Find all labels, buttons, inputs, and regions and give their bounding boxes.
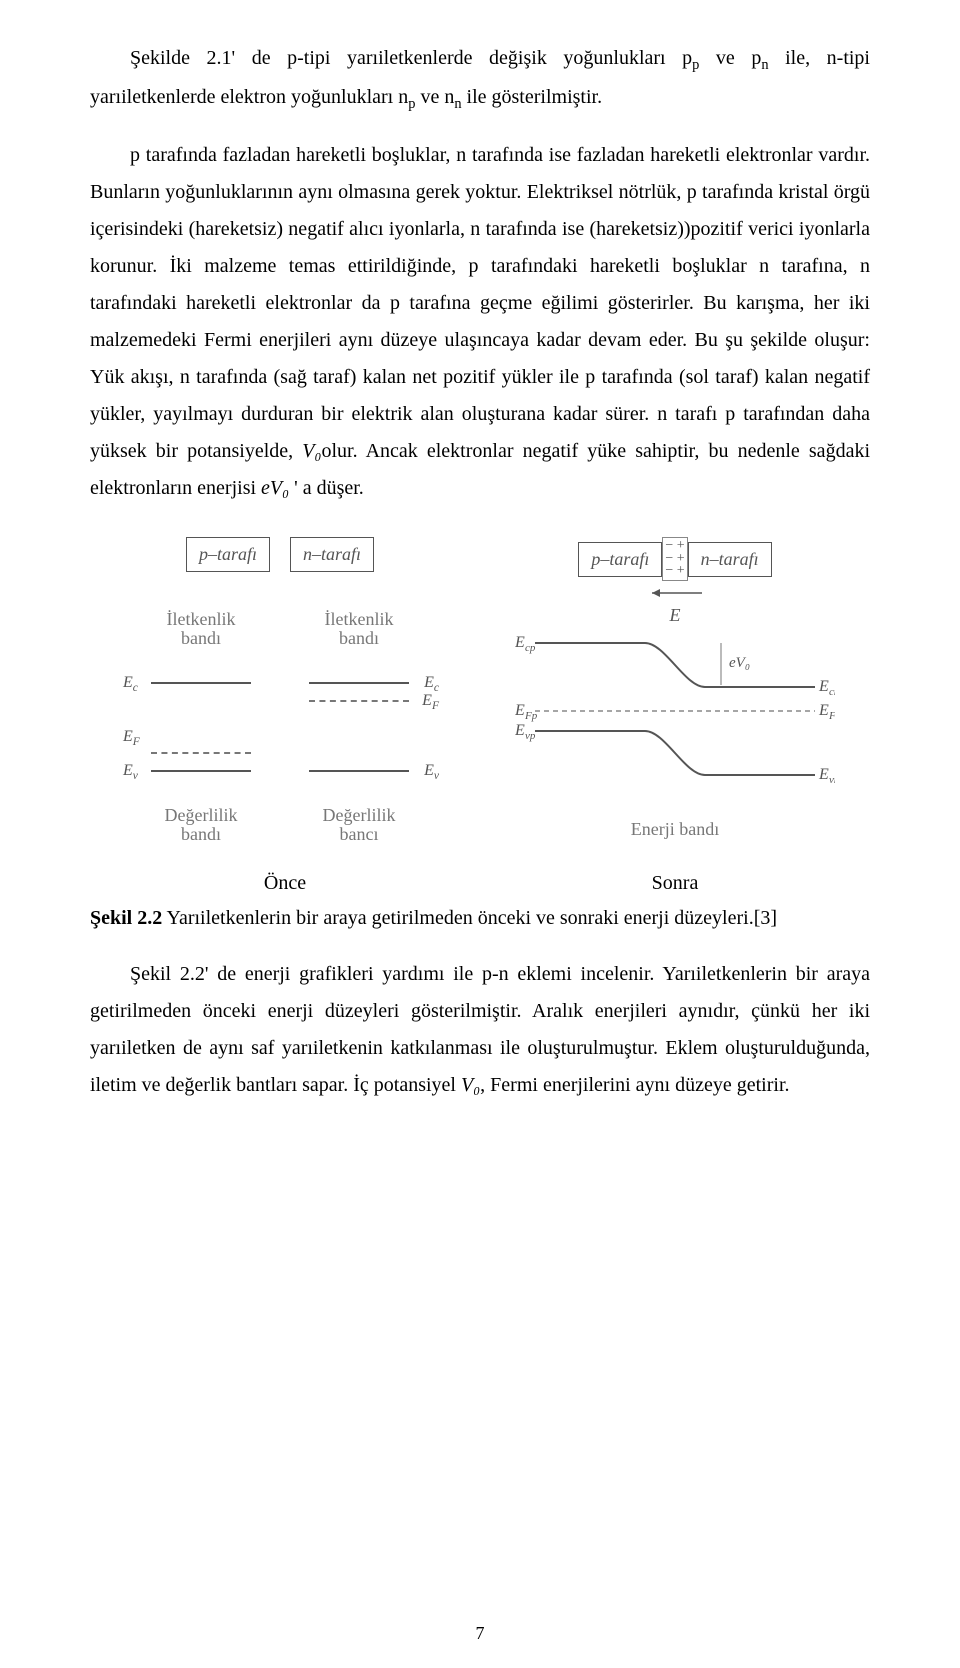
svg-text:E: E xyxy=(515,702,525,719)
svg-text:cn: cn xyxy=(829,686,835,698)
e-field-arrow: E xyxy=(505,585,845,613)
sym-ev-p: Ev xyxy=(123,762,138,782)
svg-text:vp: vp xyxy=(525,730,536,742)
caption-once: Önce xyxy=(110,872,461,895)
box-n-before: n–tarafı xyxy=(290,537,374,572)
bent-band-svg: eV₀ E cp E Fp E vp E cn E Fn E vn xyxy=(515,613,835,813)
diagram-after: p–tarafı − +− +− + n–tarafı E xyxy=(505,537,845,844)
svg-text:E: E xyxy=(818,766,829,783)
box-p-after: p–tarafı xyxy=(578,542,662,577)
sym-ef-p: EF xyxy=(123,728,140,748)
n-column: İletkenlikbandı Ec EF Ev Değerlilikbancı xyxy=(289,610,429,844)
sym-ev0-a: eV₀ xyxy=(261,477,289,499)
page-number: 7 xyxy=(0,1623,960,1644)
figure-caption: Şekil 2.2 Yarıiletkenlerin bir araya get… xyxy=(90,907,870,930)
svg-text:E: E xyxy=(818,678,829,695)
figcap-rest: Yarıiletkenlerin bir araya getirilmeden … xyxy=(162,907,777,929)
figcap-bold: Şekil 2.2 xyxy=(90,907,162,929)
box-p-before: p–tarafı xyxy=(186,537,270,572)
svg-text:vn: vn xyxy=(829,774,835,786)
diagram-before: p–tarafı n–tarafı İletkenlikbandı Ec EF … xyxy=(115,537,445,844)
sym-v0-a: V₀ xyxy=(302,440,321,462)
figure-2-2: p–tarafı n–tarafı İletkenlikbandı Ec EF … xyxy=(90,537,870,844)
label-enerji-bandi: Enerji bandı xyxy=(505,819,845,840)
junction-charges: − +− +− + xyxy=(662,537,687,581)
sym-v0-b: V₀ xyxy=(461,1074,480,1096)
svg-text:cp: cp xyxy=(525,642,536,654)
svg-text:eV₀: eV₀ xyxy=(729,655,750,671)
svg-text:Fp: Fp xyxy=(524,710,538,722)
paragraph-3: Şekil 2.2' de enerji grafikleri yardımı … xyxy=(90,956,870,1104)
p-column: İletkenlikbandı Ec EF Ev Değerlilikbandı xyxy=(131,610,271,844)
svg-text:E: E xyxy=(515,722,525,739)
sym-ev-n: Ev xyxy=(424,762,439,782)
sym-ec-p: Ec xyxy=(123,674,138,694)
paragraph-2: p tarafında fazladan hareketli boşluklar… xyxy=(90,137,870,507)
before-after-captions: Önce Sonra xyxy=(90,872,870,895)
label-iletkenlik-p: İletkenlikbandı xyxy=(167,610,236,654)
spacer-before xyxy=(115,576,445,604)
sym-ef-n: EF xyxy=(422,692,439,712)
para3-part2: , Fermi enerjilerini aynı düzeye getirir… xyxy=(480,1074,789,1096)
box-n-after: n–tarafı xyxy=(688,542,772,577)
label-iletkenlik-n: İletkenlikbandı xyxy=(325,610,394,654)
svg-text:E: E xyxy=(818,702,829,719)
label-degerlilik-n: Değerlilikbancı xyxy=(323,806,396,844)
paragraph-1: Şekilde 2.1' de p-tipi yarıiletkenlerde … xyxy=(90,40,870,117)
svg-text:Fn: Fn xyxy=(828,710,835,722)
label-degerlilik-p: Değerlilikbandı xyxy=(165,806,238,844)
caption-sonra: Sonra xyxy=(500,872,851,895)
para2-part3: ' a düşer. xyxy=(289,477,364,499)
para2-part1: p tarafında fazladan hareketli boşluklar… xyxy=(90,144,870,462)
svg-text:E: E xyxy=(515,634,525,651)
